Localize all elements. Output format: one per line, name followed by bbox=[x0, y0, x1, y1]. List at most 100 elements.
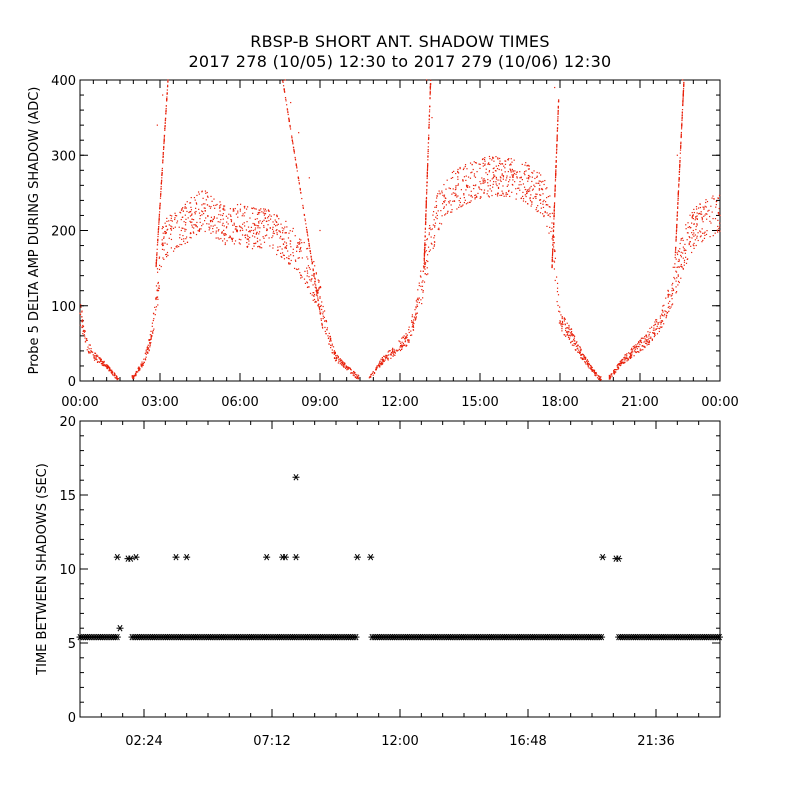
scatter-dot bbox=[595, 371, 597, 374]
scatter-dot bbox=[431, 228, 433, 230]
data-point bbox=[183, 553, 191, 561]
scatter-dot bbox=[242, 213, 244, 215]
scatter-dot bbox=[678, 186, 680, 188]
scatter-dot bbox=[161, 179, 163, 181]
scatter-dot bbox=[707, 210, 709, 212]
bottom-ytick-label: 10 bbox=[59, 563, 76, 578]
scatter-dot bbox=[677, 199, 679, 201]
scatter-dot bbox=[682, 257, 684, 259]
scatter-dot bbox=[423, 260, 425, 262]
scatter-dot bbox=[333, 350, 336, 352]
scatter-dot bbox=[283, 228, 285, 230]
scatter-dot bbox=[677, 197, 679, 200]
scatter-dot bbox=[337, 355, 339, 357]
scatter-dot bbox=[160, 192, 162, 195]
scatter-dot bbox=[552, 242, 554, 244]
scatter-dot bbox=[691, 212, 693, 214]
scatter-dot bbox=[166, 253, 168, 255]
scatter-dot bbox=[437, 228, 439, 230]
scatter-dot bbox=[322, 313, 324, 315]
scatter-dot bbox=[633, 348, 635, 350]
scatter-dot bbox=[468, 186, 471, 188]
scatter-dot bbox=[162, 242, 164, 244]
scatter-dot bbox=[290, 254, 292, 256]
scatter-dot bbox=[296, 166, 298, 168]
scatter-dot bbox=[282, 254, 285, 256]
scatter-dot bbox=[470, 172, 472, 174]
scatter-dot bbox=[513, 172, 516, 175]
scatter-dot bbox=[171, 215, 173, 217]
scatter-dot bbox=[659, 315, 662, 317]
scatter-dot bbox=[482, 180, 484, 182]
scatter-dot bbox=[318, 308, 321, 310]
scatter-dot bbox=[243, 222, 245, 224]
scatter-dot bbox=[134, 375, 136, 377]
scatter-dot bbox=[539, 180, 541, 182]
scatter-dot bbox=[156, 253, 158, 255]
scatter-dot bbox=[546, 225, 548, 228]
scatter-dot bbox=[342, 361, 344, 363]
scatter-dot bbox=[683, 84, 685, 86]
scatter-dot bbox=[235, 229, 238, 231]
scatter-dot bbox=[235, 226, 237, 228]
scatter-dot bbox=[392, 347, 394, 349]
scatter-dot bbox=[705, 206, 707, 208]
scatter-dot bbox=[272, 221, 274, 223]
scatter-dot bbox=[492, 167, 494, 170]
scatter-dot bbox=[638, 346, 640, 348]
scatter-dot bbox=[161, 242, 163, 244]
scatter-dot bbox=[534, 177, 536, 180]
data-point bbox=[692, 229, 694, 232]
scatter-dot bbox=[682, 246, 684, 248]
scatter-dot bbox=[529, 200, 532, 202]
scatter-dot bbox=[555, 152, 558, 154]
scatter-dot bbox=[160, 182, 163, 184]
scatter-dot bbox=[613, 372, 615, 374]
scatter-dot bbox=[234, 207, 236, 210]
scatter-dot bbox=[676, 225, 678, 227]
scatter-dot bbox=[675, 280, 677, 282]
scatter-dot bbox=[498, 162, 501, 164]
scatter-dot bbox=[671, 294, 673, 296]
scatter-dot bbox=[116, 378, 118, 380]
scatter-dot bbox=[180, 209, 183, 211]
scatter-dot bbox=[574, 340, 576, 342]
scatter-dot bbox=[506, 193, 509, 195]
scatter-dot bbox=[669, 294, 671, 296]
scatter-dot bbox=[146, 347, 148, 349]
scatter-dot bbox=[587, 363, 589, 365]
scatter-dot bbox=[438, 190, 440, 192]
scatter-dot bbox=[101, 360, 103, 363]
scatter-dot bbox=[519, 177, 521, 179]
scatter-dot bbox=[662, 311, 664, 313]
scatter-dot bbox=[426, 274, 428, 276]
scatter-dot bbox=[171, 226, 173, 228]
scatter-dot bbox=[650, 337, 652, 339]
scatter-dot bbox=[204, 210, 206, 212]
scatter-dot bbox=[586, 361, 588, 363]
scatter-dot bbox=[254, 227, 257, 229]
scatter-dot bbox=[191, 213, 193, 215]
scatter-dot bbox=[343, 362, 345, 364]
scatter-dot bbox=[526, 189, 528, 191]
scatter-dot bbox=[390, 357, 392, 359]
scatter-dot bbox=[299, 187, 301, 190]
scatter-dot bbox=[628, 352, 630, 354]
scatter-dot bbox=[166, 229, 168, 231]
scatter-dot bbox=[199, 215, 201, 217]
scatter-dot bbox=[554, 176, 557, 178]
scatter-dot bbox=[443, 207, 445, 209]
scatter-dot bbox=[194, 199, 196, 201]
scatter-dot bbox=[149, 343, 151, 345]
scatter-dot bbox=[169, 214, 171, 216]
scatter-dot bbox=[482, 179, 484, 181]
scatter-dot bbox=[694, 239, 696, 241]
scatter-dot bbox=[691, 222, 693, 224]
scatter-dot bbox=[282, 230, 284, 232]
scatter-dot bbox=[554, 194, 556, 196]
scatter-dot bbox=[151, 331, 154, 333]
scatter-dot bbox=[631, 349, 633, 351]
scatter-dot bbox=[583, 354, 585, 357]
scatter-dot bbox=[415, 318, 417, 320]
scatter-dot bbox=[426, 267, 428, 269]
